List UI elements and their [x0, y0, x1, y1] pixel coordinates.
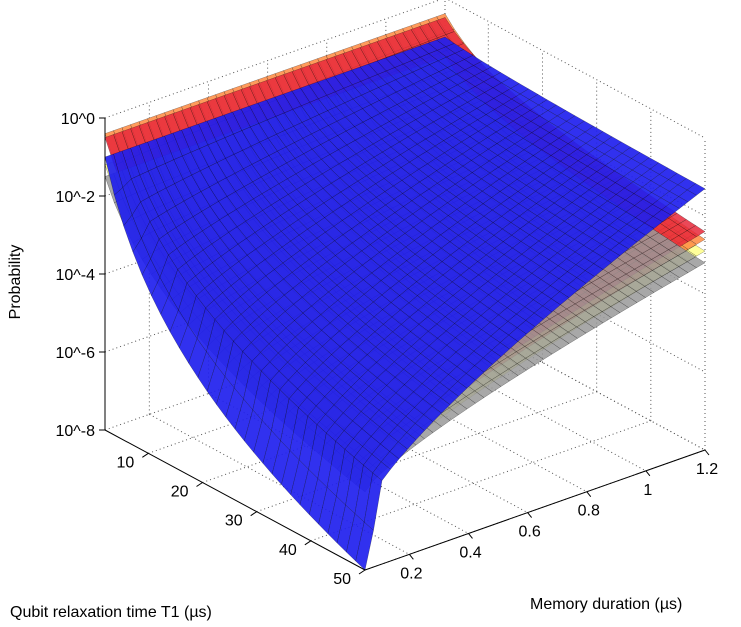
grid-line-z-left-4: [104, 0, 441, 119]
surface-layer: [104, 13, 706, 571]
surface-blue-surface: [104, 36, 706, 571]
